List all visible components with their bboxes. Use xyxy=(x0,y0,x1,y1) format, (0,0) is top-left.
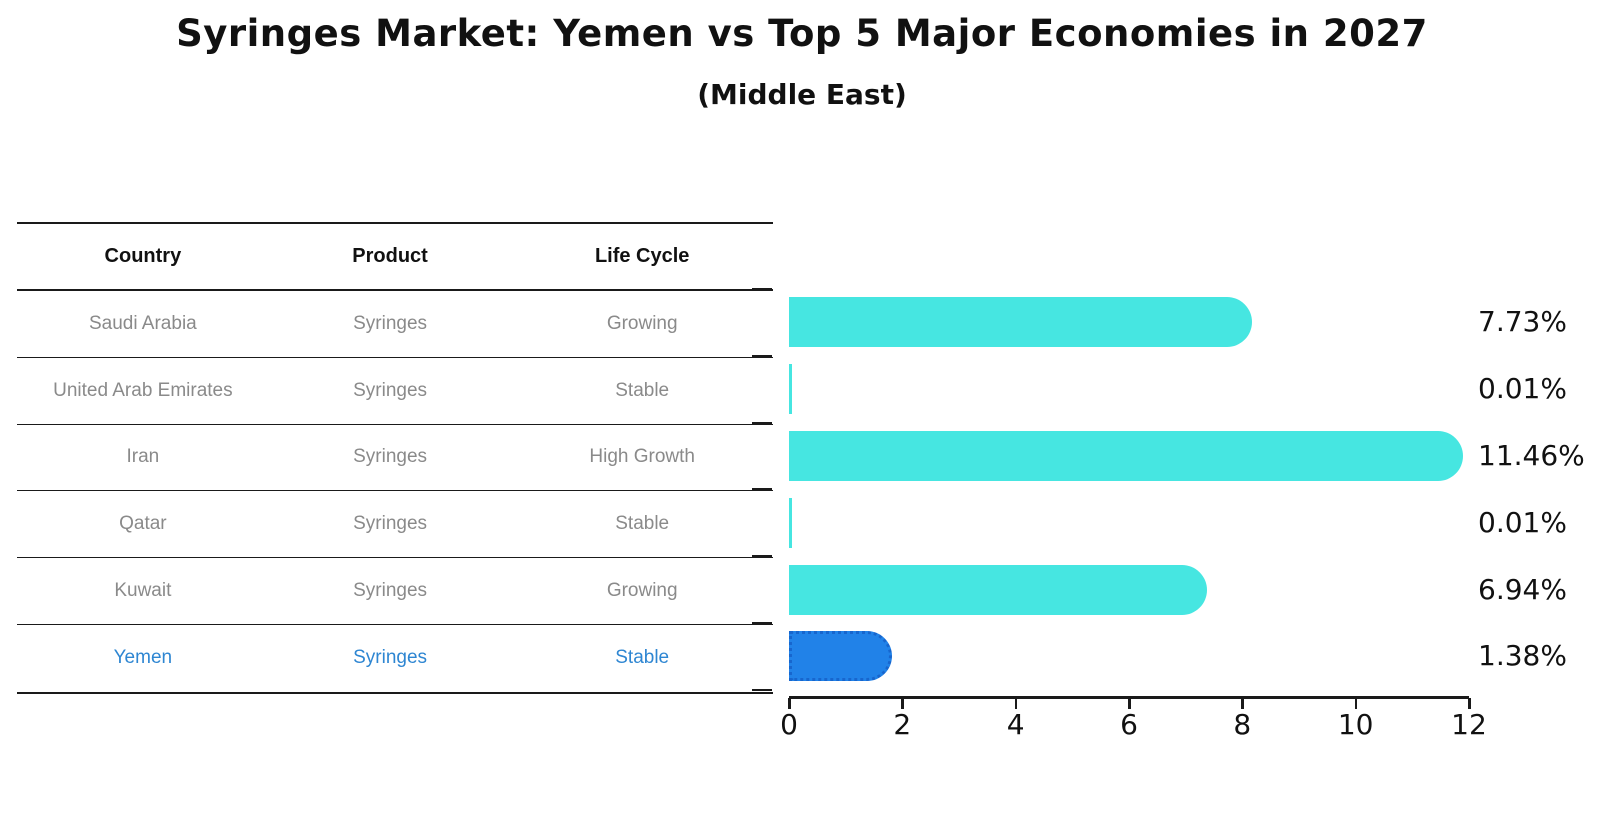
x-axis-tick-label: 4 xyxy=(1006,708,1025,741)
x-axis-tick-label: 12 xyxy=(1451,708,1487,741)
x-axis-tick xyxy=(1468,698,1471,709)
table-cell-country: Kuwait xyxy=(114,580,172,602)
table-cell-life-cycle: Stable xyxy=(615,379,670,401)
x-axis-tick xyxy=(1014,698,1018,709)
bar-value-label: 0.01% xyxy=(1478,372,1567,406)
x-axis-tick-label: 2 xyxy=(893,708,912,741)
table-cell-product: Syringes xyxy=(353,446,428,468)
x-axis-tick xyxy=(788,698,791,709)
x-axis-tick-label: 6 xyxy=(1120,708,1138,741)
x-axis-tick xyxy=(1241,698,1244,709)
table-cell-country: United Arab Emirates xyxy=(53,379,233,401)
y-axis-tick xyxy=(752,555,772,558)
table-row: Saudi Arabia Syringes Growing xyxy=(17,291,773,358)
y-axis-tick xyxy=(752,688,772,691)
bar-value-label: 11.46% xyxy=(1478,439,1585,472)
table-cell-life-cycle: Stable xyxy=(615,513,670,535)
table-cell-life-cycle: Stable xyxy=(615,647,670,669)
x-axis-tick xyxy=(1354,698,1358,709)
y-axis-tick xyxy=(752,622,772,624)
x-axis-line xyxy=(789,696,1469,699)
table-cell-country: Iran xyxy=(126,446,160,468)
table-cell-product: Syringes xyxy=(353,580,428,602)
table-cell-life-cycle: High Growth xyxy=(589,446,695,468)
table-header-country: Country xyxy=(104,245,182,267)
table-header-row: Country Product Life Cycle xyxy=(17,224,773,291)
table-row: Kuwait Syringes Growing xyxy=(17,558,773,625)
table-cell-life-cycle: Growing xyxy=(606,580,678,602)
comparison-table: Country Product Life Cycle Saudi Arabia S… xyxy=(17,222,773,694)
bar xyxy=(789,497,792,548)
y-axis-tick xyxy=(752,354,772,357)
table-cell-country: Yemen xyxy=(113,647,173,669)
table-row: Qatar Syringes Stable xyxy=(17,491,773,559)
table-body: Saudi Arabia Syringes Growing United Arab E… xyxy=(17,291,773,692)
y-axis-tick xyxy=(752,288,772,290)
table-row: Yemen Syringes Stable xyxy=(17,625,773,692)
bar xyxy=(789,297,1253,348)
table-cell-country: Qatar xyxy=(119,513,167,535)
table-header-product: Product xyxy=(352,245,428,267)
table-cell-product: Syringes xyxy=(353,513,428,535)
table-cell-country: Saudi Arabia xyxy=(88,312,197,334)
table-row: United Arab Emirates Syringes Stable xyxy=(17,358,773,425)
bar xyxy=(789,431,1464,481)
bar xyxy=(789,564,1208,615)
y-axis-tick xyxy=(752,421,772,424)
table-cell-life-cycle: Growing xyxy=(606,312,678,334)
x-axis-tick-label: 0 xyxy=(780,708,798,741)
x-axis-tick xyxy=(901,698,904,709)
bar-value-label: 1.38% xyxy=(1478,639,1567,673)
x-axis-tick-label: 8 xyxy=(1233,708,1252,741)
chart-title: Syringes Market: Yemen vs Top 5 Major Ec… xyxy=(176,12,1428,55)
bar xyxy=(789,364,792,415)
x-axis-tick xyxy=(1128,698,1131,709)
bar-highlight xyxy=(789,631,893,682)
y-axis-tick xyxy=(752,488,772,491)
table-row: Iran Syringes High Growth xyxy=(17,425,773,492)
bar-value-label: 6.94% xyxy=(1478,572,1567,606)
x-axis-tick-label: 10 xyxy=(1337,708,1374,741)
table-header-life-cycle: Life Cycle xyxy=(594,245,690,267)
bar-value-label: 7.73% xyxy=(1478,305,1567,339)
chart-subtitle: (Middle East) xyxy=(697,78,907,111)
table-cell-product: Syringes xyxy=(353,647,428,669)
table-cell-product: Syringes xyxy=(353,312,428,334)
table-cell-product: Syringes xyxy=(353,379,428,401)
bar-value-label: 0.01% xyxy=(1478,505,1567,539)
